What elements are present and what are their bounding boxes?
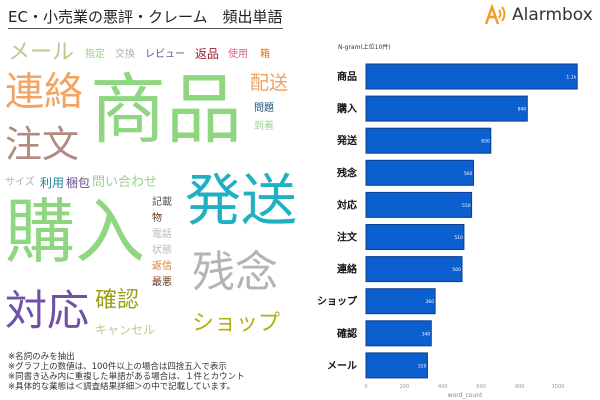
cloud-word: 利用: [40, 176, 65, 190]
cloud-word: 対応: [5, 286, 90, 335]
data-label: 510: [454, 235, 463, 241]
bar: [365, 320, 432, 347]
category-label: メール: [327, 360, 357, 372]
cloud-word: 電話: [152, 229, 172, 240]
cloud-word: 最悪: [152, 277, 172, 288]
bar-chart: N-gram(上位10件) 商品 1.1k 購入 840 発送 650 残念 560 対応 550…: [317, 43, 578, 399]
page-title: EC・小売業の悪評・クレーム 頻出単語: [8, 6, 283, 29]
cloud-word: 記載: [152, 197, 172, 208]
cloud-word: 購入: [5, 191, 145, 273]
cloud-word: 交換: [115, 49, 135, 60]
bar: [365, 288, 436, 315]
data-label: 320: [418, 363, 427, 369]
cloud-word: 物: [152, 213, 162, 224]
word-cloud: メール 指定 交換 レビュー 返品 商品 使用 箱 配送 連絡 注文 問題 到着…: [0, 40, 300, 345]
category-label: 確認: [337, 327, 357, 340]
data-label: 1.1k: [566, 75, 576, 81]
cloud-word: 返品: [195, 47, 220, 61]
category-label: 発送: [336, 134, 358, 147]
x-tick-label: 600: [476, 384, 486, 390]
category-label: 注文: [337, 231, 358, 244]
cloud-word: 商品: [90, 65, 242, 154]
footnote: ※名詞のみを抽出: [8, 352, 75, 362]
cloud-word: 発送: [185, 169, 297, 234]
cloud-word: 梱包: [66, 176, 91, 190]
bar: [365, 159, 475, 186]
cloud-word: 使用: [228, 49, 248, 60]
category-label: 商品: [337, 70, 357, 83]
cloud-word: ショップ: [192, 311, 281, 336]
x-tick-label: 200: [400, 384, 410, 390]
x-tick-label: 0: [364, 384, 367, 390]
x-axis-label: word_count: [448, 392, 483, 399]
cloud-word: 指定: [85, 49, 105, 60]
data-label: 360: [426, 299, 435, 305]
category-label: 残念: [337, 166, 357, 179]
logo: Alarmbox: [484, 4, 593, 26]
cloud-word: 連絡: [5, 70, 84, 115]
category-label: ショップ: [317, 295, 358, 308]
bar: [365, 352, 428, 379]
alarm-signal-icon: [484, 4, 506, 25]
data-label: 500: [452, 267, 461, 273]
bar: [365, 127, 492, 154]
x-tick-label: 1000: [552, 384, 565, 390]
logo-text: Alarmbox: [512, 5, 593, 25]
cloud-word: 到着: [254, 121, 274, 132]
footnote: ※具体的な業態は＜調査結果詳細＞の中で記載しています。: [8, 382, 236, 392]
cloud-word: 返信: [152, 261, 172, 272]
chart-title: N-gram(上位10件): [338, 43, 391, 51]
footnote: ※同書き込み内に重複した単語がある場合は、１件とカウント: [8, 372, 245, 382]
cloud-word: メール: [8, 40, 75, 65]
data-label: 650: [481, 139, 490, 145]
bar: [365, 224, 465, 250]
cloud-word: 残念: [192, 248, 278, 298]
cloud-word: 箱: [260, 49, 270, 60]
category-label: 連絡: [337, 263, 358, 276]
cloud-word: 問い合わせ: [92, 175, 158, 190]
x-tick-label: 800: [515, 384, 525, 390]
data-label: 560: [464, 171, 473, 177]
data-label: 550: [462, 203, 471, 209]
category-label: 購入: [336, 102, 357, 115]
bar: [365, 95, 528, 122]
footnote: ※グラフ上の数値は、100件以上の場合は四捨五入で表示: [8, 362, 227, 372]
cloud-word: 注文: [5, 123, 79, 166]
cloud-word: 問題: [254, 103, 274, 114]
bar: [365, 63, 578, 90]
bar: [365, 191, 473, 218]
cloud-word: キャンセル: [95, 323, 156, 337]
data-label: 840: [518, 107, 527, 113]
category-label: 対応: [336, 198, 357, 211]
bar: [365, 256, 463, 283]
cloud-word: サイズ: [5, 177, 35, 188]
cloud-word: 確認: [95, 288, 140, 313]
cloud-word: 配送: [250, 72, 289, 94]
cloud-word: 状態: [152, 245, 172, 256]
x-tick-label: 400: [438, 384, 448, 390]
footnotes: ※名詞のみを抽出 ※グラフ上の数値は、100件以上の場合は四捨五入で表示 ※同書…: [8, 352, 245, 392]
cloud-word: レビュー: [145, 49, 185, 60]
data-label: 340: [422, 331, 431, 337]
